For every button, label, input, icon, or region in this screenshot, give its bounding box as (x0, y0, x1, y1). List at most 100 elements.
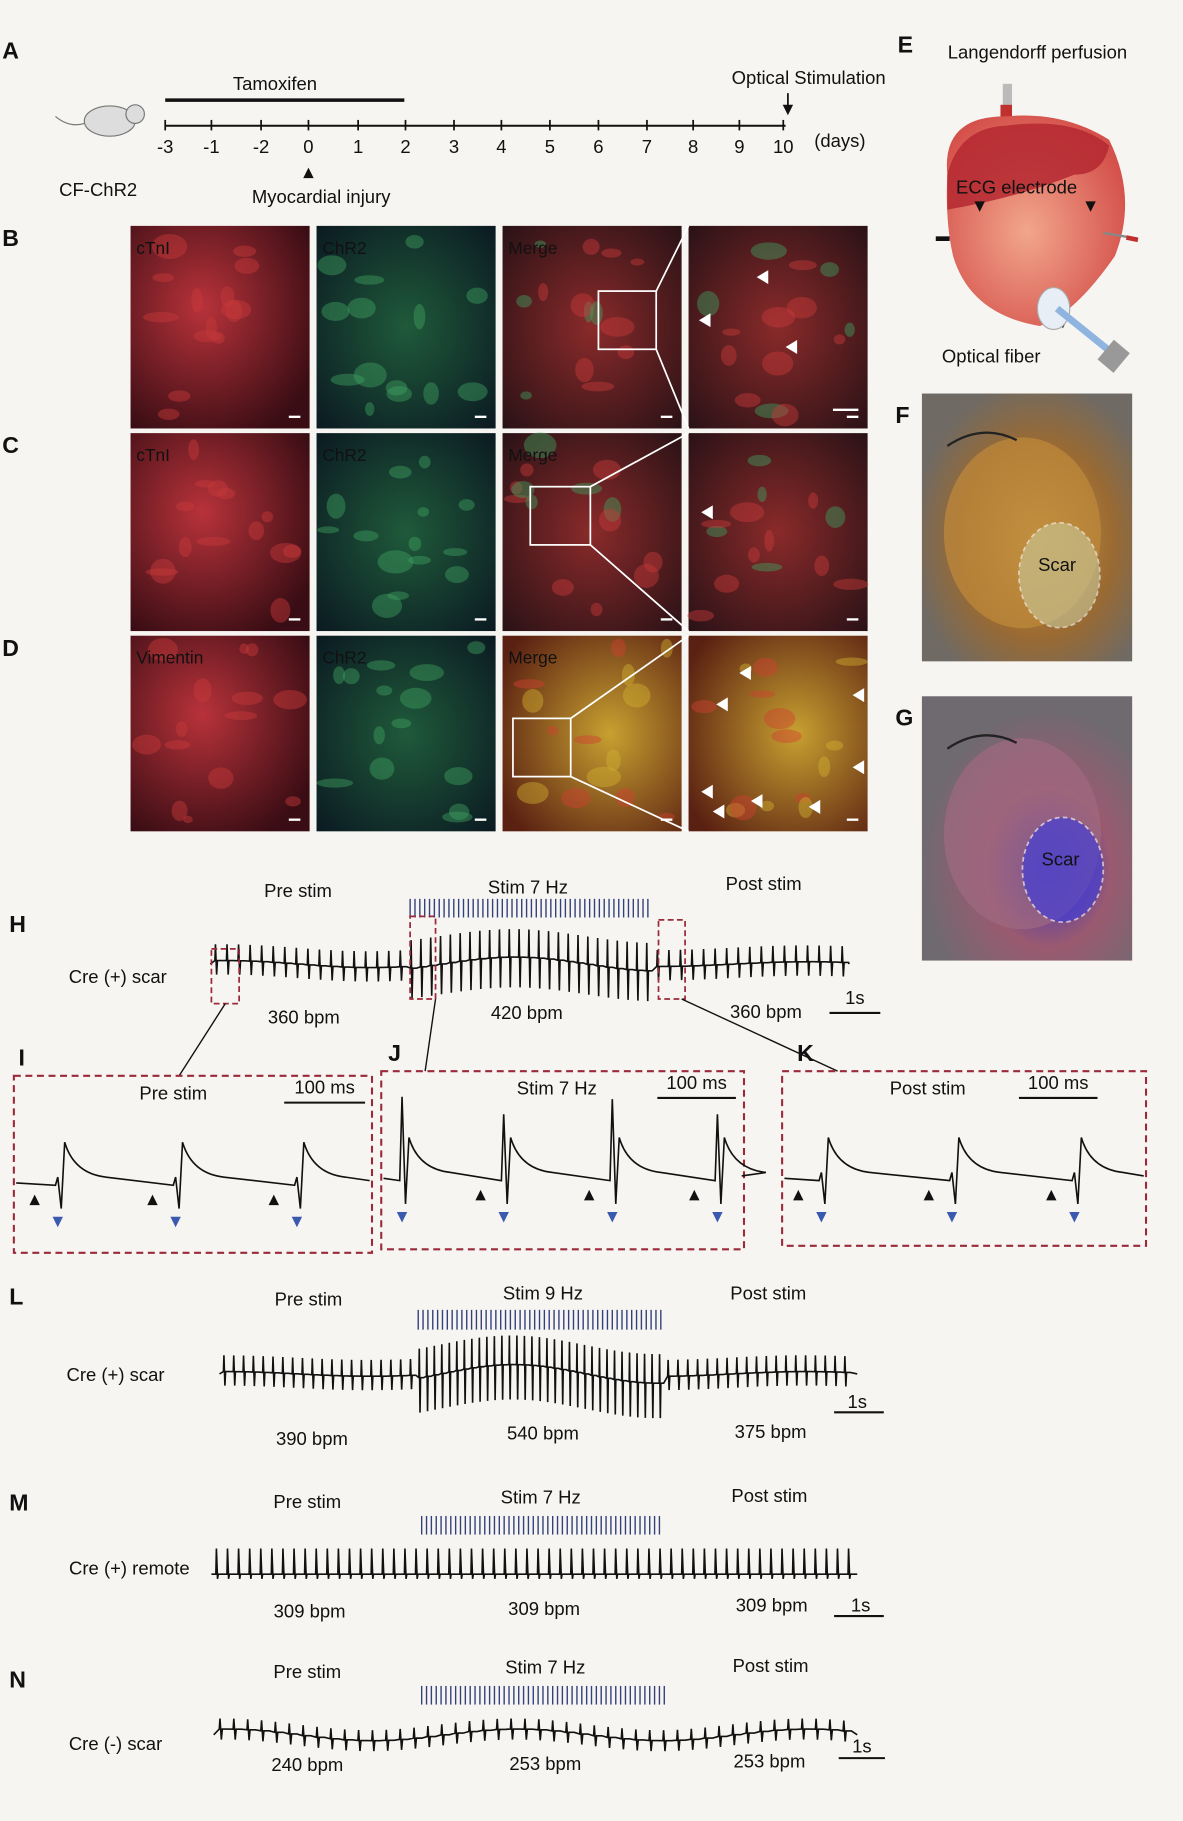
phase-label: Stim 7 Hz (501, 1486, 581, 1507)
tick-label: 9 (734, 136, 744, 157)
arrowhead (1046, 1189, 1057, 1201)
micrograph (688, 433, 868, 632)
cell (458, 499, 475, 511)
arrowhead (29, 1194, 40, 1206)
rate-label: 420 bpm (491, 1002, 563, 1023)
tick-label: -3 (157, 136, 173, 157)
cell (151, 233, 188, 260)
arrowhead (147, 1194, 158, 1206)
cell (603, 497, 622, 522)
micrograph (130, 635, 310, 832)
cell (833, 578, 869, 590)
micrograph (316, 225, 496, 429)
scale-label: 1s (847, 1391, 867, 1412)
image-label: Merge (508, 445, 557, 465)
rate-label: 253 bpm (733, 1751, 805, 1772)
tick-label: -2 (253, 136, 269, 157)
tick-label: 3 (449, 136, 459, 157)
cell (333, 666, 346, 685)
selection-box (657, 918, 686, 1000)
cell (786, 296, 817, 319)
sample-label: Cre (-) scar (69, 1733, 162, 1754)
arrowhead (782, 104, 794, 116)
cell (377, 550, 414, 574)
cell (399, 687, 432, 709)
arrowhead (52, 1216, 63, 1228)
cell (176, 501, 195, 512)
phase-label: Pre stim (264, 880, 332, 901)
suture (946, 431, 1018, 447)
rate-label: 390 bpm (276, 1428, 348, 1449)
scar-outline (1021, 816, 1105, 924)
cell (571, 482, 603, 495)
arrowhead (923, 1189, 935, 1201)
panel-label: A (2, 37, 19, 63)
arrowhead (170, 1216, 181, 1228)
cell (833, 334, 846, 345)
cell (387, 591, 410, 600)
cell (145, 568, 179, 576)
tick-label: 0 (303, 136, 313, 157)
scale-label: 100 ms (666, 1072, 727, 1093)
scar-outline (1018, 521, 1101, 629)
cell (516, 782, 549, 804)
cell (706, 525, 728, 538)
cell (448, 803, 470, 820)
suture (946, 734, 1018, 750)
cell (520, 463, 534, 477)
arrowhead (808, 799, 821, 814)
cell (762, 351, 794, 376)
cell (511, 481, 535, 499)
cell (188, 439, 200, 460)
cell (164, 740, 191, 750)
arrowhead (701, 505, 713, 520)
cell (844, 322, 855, 337)
image-label: Merge (508, 648, 557, 668)
cell (788, 260, 817, 271)
cannula (1002, 83, 1013, 119)
cell (701, 519, 732, 529)
cell (467, 641, 486, 655)
zoom-box (529, 485, 592, 546)
cell (143, 311, 179, 323)
arrowhead (974, 201, 985, 212)
panel-label: H (9, 911, 26, 937)
arrowhead (268, 1194, 279, 1206)
trace-box (380, 1070, 746, 1251)
panel-label: I (18, 1045, 24, 1071)
cell (273, 689, 308, 710)
cell (207, 480, 228, 497)
arrowhead (946, 1212, 958, 1223)
cell (570, 293, 595, 318)
cell (369, 757, 395, 780)
rate-label: 240 bpm (271, 1754, 343, 1775)
cell (751, 562, 783, 572)
cell (714, 574, 740, 593)
fiber-cap (1036, 287, 1071, 331)
cell (466, 287, 488, 304)
cell (722, 328, 741, 336)
arrowhead (785, 339, 798, 354)
micrograph (316, 635, 496, 832)
panel-label: B (2, 225, 19, 251)
event-label: Optical Stimulation (732, 67, 886, 88)
cell (729, 795, 757, 821)
phase-label: Stim 9 Hz (503, 1283, 583, 1304)
sample-label: Cre (+) scar (67, 1364, 165, 1385)
cell (330, 373, 365, 386)
box-title: Post stim (890, 1078, 966, 1099)
drug-label: Tamoxifen (233, 73, 317, 94)
scar-label: Scar (1042, 848, 1080, 869)
perfusion-label: Langendorff perfusion (948, 41, 1127, 62)
arrowhead (852, 688, 865, 703)
panel-label: J (388, 1040, 401, 1066)
cell (391, 718, 412, 729)
cell (582, 238, 600, 255)
cell (212, 332, 225, 344)
tick-label: 8 (688, 136, 698, 157)
phase-label: Post stim (731, 1485, 807, 1506)
phase-label: Pre stim (273, 1661, 341, 1682)
cell (622, 683, 651, 708)
